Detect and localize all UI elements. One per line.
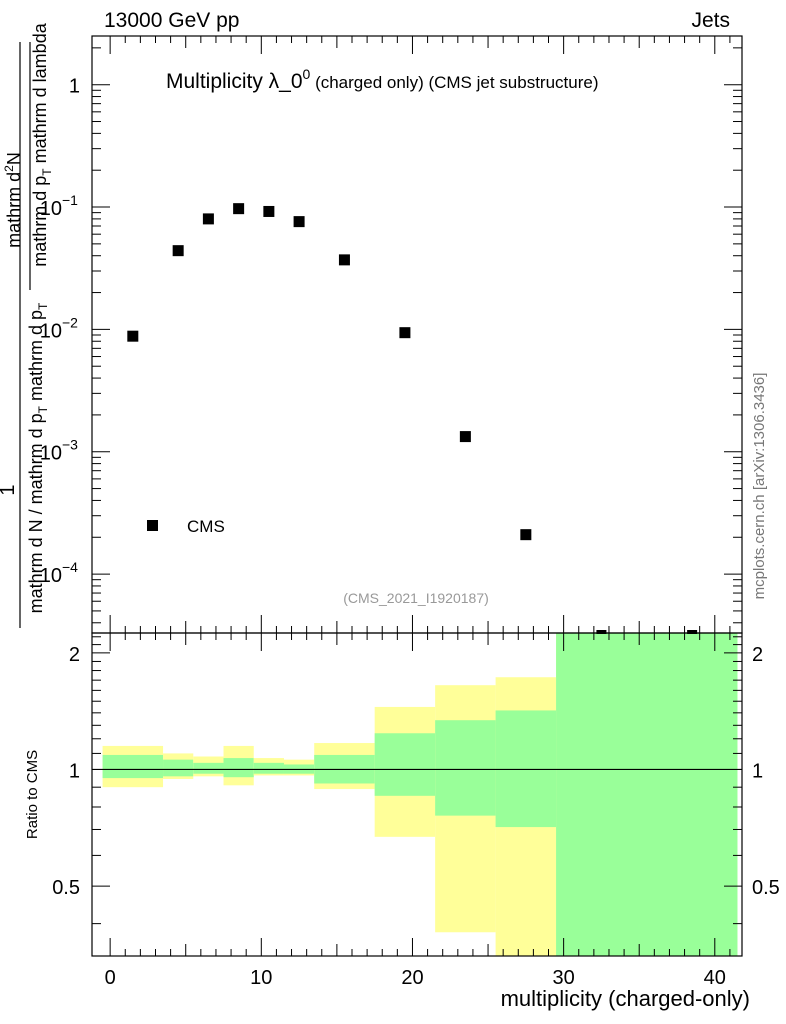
data-point <box>338 254 350 266</box>
ratio-frame <box>91 632 743 957</box>
ratio-y-tick-label: 2 <box>69 644 80 666</box>
data-point <box>459 431 471 443</box>
ratio-y-tick-label: 0.5 <box>52 877 80 899</box>
x-tick-label: 30 <box>553 967 575 989</box>
analysis-watermark: (CMS_2021_I1920187) <box>343 590 489 606</box>
ratio-band-inner <box>102 754 164 779</box>
data-point <box>127 330 139 342</box>
ratio-bands <box>102 633 738 956</box>
legend: CMS <box>147 517 225 536</box>
ratio-y-tick-label-right: 2 <box>752 644 763 666</box>
data-point <box>172 245 184 257</box>
data-point <box>293 216 305 228</box>
y-tick-label: 1 <box>69 76 80 98</box>
data-point <box>520 529 532 541</box>
data-point <box>263 205 275 217</box>
ratio-band-inner <box>435 720 496 816</box>
header-process-label: Jets <box>691 9 730 32</box>
ratio-y-tick-label: 1 <box>69 760 80 782</box>
data-point <box>233 203 245 215</box>
y-tick-label-exponent: −1 <box>62 192 78 208</box>
data-point <box>202 213 214 225</box>
offscale-marker <box>687 630 698 634</box>
ratio-band-inner <box>556 633 738 956</box>
y-tick-label-exponent: −2 <box>62 314 78 330</box>
ratio-band-inner <box>253 762 284 774</box>
data-point <box>399 327 411 339</box>
source-side-label: mcplots.cern.ch [arXiv:1306.3436] <box>751 373 768 600</box>
x-tick-label: 0 <box>105 967 116 989</box>
x-axis-label: multiplicity (charged-only) <box>501 986 750 1011</box>
ratio-y-axis-label: Ratio to CMS <box>24 750 41 839</box>
y-tick-label-exponent: −4 <box>62 559 78 575</box>
x-tick-label: 20 <box>401 967 423 989</box>
legend-marker <box>147 520 158 531</box>
ratio-band-inner <box>223 758 254 778</box>
y-tick-label: 10 <box>40 443 62 465</box>
y-label-inner-denominator: mathrm d pT mathrm d lambda <box>30 22 54 266</box>
ratio-y-tick-label-right: 1 <box>752 760 763 782</box>
ratio-band-inner <box>495 710 557 828</box>
main-y-axis: 110−110−210−310−4 <box>40 47 742 624</box>
x-tick-label: 40 <box>704 967 726 989</box>
ratio-band-inner <box>163 759 194 777</box>
offscale-marker <box>596 630 607 634</box>
y-tick-label: 10 <box>40 198 62 220</box>
y-label-numerator: 1 <box>0 484 19 495</box>
x-tick-label: 10 <box>250 967 272 989</box>
ratio-y-axis: 0.5 0.5 1 1 2 2 Ratio to CMS <box>24 636 780 925</box>
y-label-inner-numerator: mathrm d2N <box>2 152 24 248</box>
header-energy-label: 13000 GeV pp <box>104 9 240 32</box>
y-tick-label: 10 <box>40 320 62 342</box>
chart-title: Multiplicity λ_00 (charged only) (CMS je… <box>166 66 599 93</box>
series-cms <box>127 203 698 634</box>
ratio-y-tick-label-right: 0.5 <box>752 877 780 899</box>
legend-label: CMS <box>187 517 225 536</box>
y-label-denominator: mathrm d N / mathrm d pT mathrm d pT <box>26 302 50 613</box>
ratio-band-inner <box>374 733 436 796</box>
main-y-axis-label: 1 mathrm d N / mathrm d pT mathrm d pT mat… <box>0 22 54 628</box>
ratio-band-inner <box>193 762 224 774</box>
main-frame <box>91 35 743 634</box>
y-tick-label-exponent: −3 <box>62 437 78 453</box>
y-tick-label: 10 <box>40 565 62 587</box>
